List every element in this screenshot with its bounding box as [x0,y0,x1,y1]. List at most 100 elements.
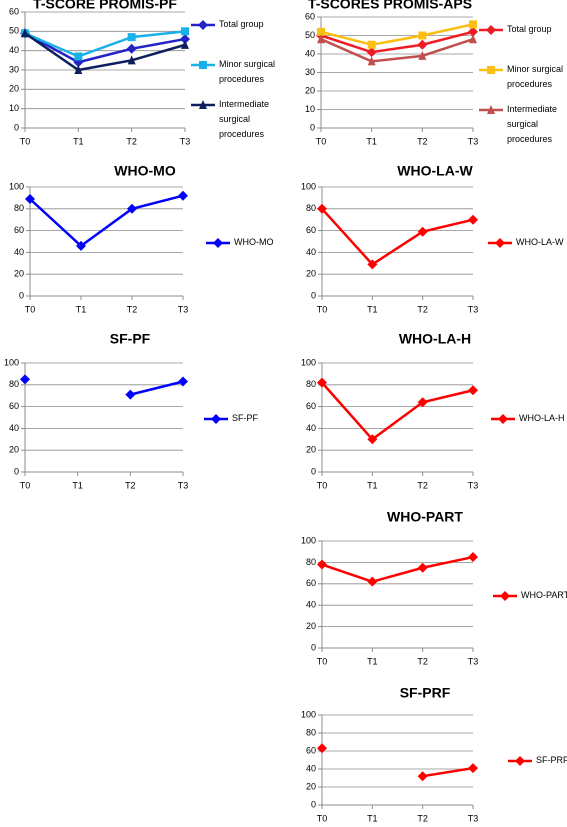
data-point [25,193,35,204]
marker [211,413,221,424]
y-tick-label: 100 [9,181,24,191]
y-tick-label: 50 [9,26,19,36]
legend-label: Total group [507,24,552,34]
y-tick-label: 0 [310,122,315,132]
x-tick-label: T3 [178,304,189,314]
x-tick-label: T2 [417,480,428,490]
x-tick-label: T0 [317,813,328,823]
legend-label: WHO-PART [521,589,567,600]
y-tick-label: 0 [311,466,316,476]
chart-panel: SF-PF 0 20 40 60 80 100 T0 T1 T2 T3 [4,331,188,491]
y-tick-label: 100 [301,535,316,545]
x-tick-label: T0 [20,480,31,490]
data-point [74,52,83,61]
y-tick-label: 80 [306,379,316,389]
marker [199,61,207,69]
data-point [178,376,188,387]
data-point [468,552,478,563]
legend-swatch [479,105,503,114]
data-point [181,27,189,36]
legend-label: Minor surgical procedures [507,64,564,89]
chart-panel: WHO-LA-H 0 20 40 60 80 100 T0 T1 T2 T3 [301,331,478,491]
series-line [320,38,474,63]
y-tick-label: 20 [306,445,316,455]
marker [500,590,510,601]
y-tick-label: 20 [306,621,316,631]
data-point [127,55,136,65]
y-tick-label: 10 [305,104,315,114]
chart-title: SF-PF [110,331,151,347]
legend-swatch [204,413,228,424]
chart-title: WHO-PART [387,509,463,525]
data-point [317,27,325,36]
legend-swatch [488,237,512,248]
legend-label: Intermediate surgical procedures [507,104,558,144]
legend-swatch [479,66,503,74]
x-tick-label: T1 [73,136,84,146]
y-tick-label: 20 [14,269,24,279]
marker [498,413,508,424]
legend-swatch [508,756,532,766]
x-tick-label: T3 [178,480,189,490]
marker [487,105,495,114]
x-tick-label: T3 [468,136,479,146]
data-point [317,743,327,754]
legend-swatch [479,25,503,35]
data-point [367,40,376,49]
marker [199,100,207,109]
marker [198,20,208,30]
x-tick-label: T2 [417,813,428,823]
y-tick-label: 50 [305,30,315,40]
data-point [317,34,325,44]
y-tick-label: 60 [14,225,24,235]
legend-entry: Intermediate surgical procedures [478,102,567,147]
y-tick-label: 20 [306,269,316,279]
y-tick-label: 0 [311,290,316,300]
chart-panel: WHO-LA-W 0 20 40 60 80 100 T0 T1 T2 T3 [301,163,478,315]
x-tick-label: T2 [127,304,138,314]
y-tick-label: 60 [9,401,19,411]
y-tick-label: 100 [4,357,19,367]
legend-entry: WHO-LA-W [487,235,567,250]
y-tick-label: 60 [306,225,316,235]
y-tick-label: 80 [306,727,316,737]
y-tick-label: 60 [9,6,19,16]
y-tick-label: 80 [9,379,19,389]
chart-title: WHO-LA-W [397,163,473,179]
y-tick-label: 40 [9,45,19,55]
marker [213,237,223,248]
legend-label: WHO-LA-H [519,412,565,423]
legend-entry: WHO-LA-H [490,411,567,426]
data-point [178,190,188,201]
y-tick-label: 60 [306,745,316,755]
x-tick-label: T3 [468,656,479,666]
y-tick-label: 40 [306,600,316,610]
marker [487,66,495,74]
data-point [468,385,478,396]
data-point [417,397,428,408]
y-tick-label: 80 [306,203,316,213]
legend-entry: WHO-PART [492,588,567,603]
series-line [422,766,474,778]
chart-panel: T-SCORES PROMIS-APS 0 10 20 30 40 50 60 T0 T1 T2 T3 [305,0,478,146]
x-tick-label: T3 [468,813,479,823]
legend-entry: Minor surgical procedures [190,57,290,87]
y-tick-label: 40 [306,247,316,257]
legend-swatch [491,413,515,424]
data-point [418,50,427,60]
x-tick-label: T3 [180,136,191,146]
x-tick-label: T2 [417,136,428,146]
series-line [24,32,186,64]
data-point [180,34,190,45]
legend-swatch [191,61,215,69]
y-tick-label: 60 [306,578,316,588]
marker [486,25,496,35]
x-tick-label: T3 [468,304,479,314]
y-tick-label: 100 [301,357,316,367]
chart-title: SF-PRF [400,685,451,701]
y-tick-label: 0 [19,290,24,300]
y-tick-label: 30 [305,67,315,77]
y-tick-label: 20 [306,781,316,791]
legend-label: Total group [219,19,264,29]
